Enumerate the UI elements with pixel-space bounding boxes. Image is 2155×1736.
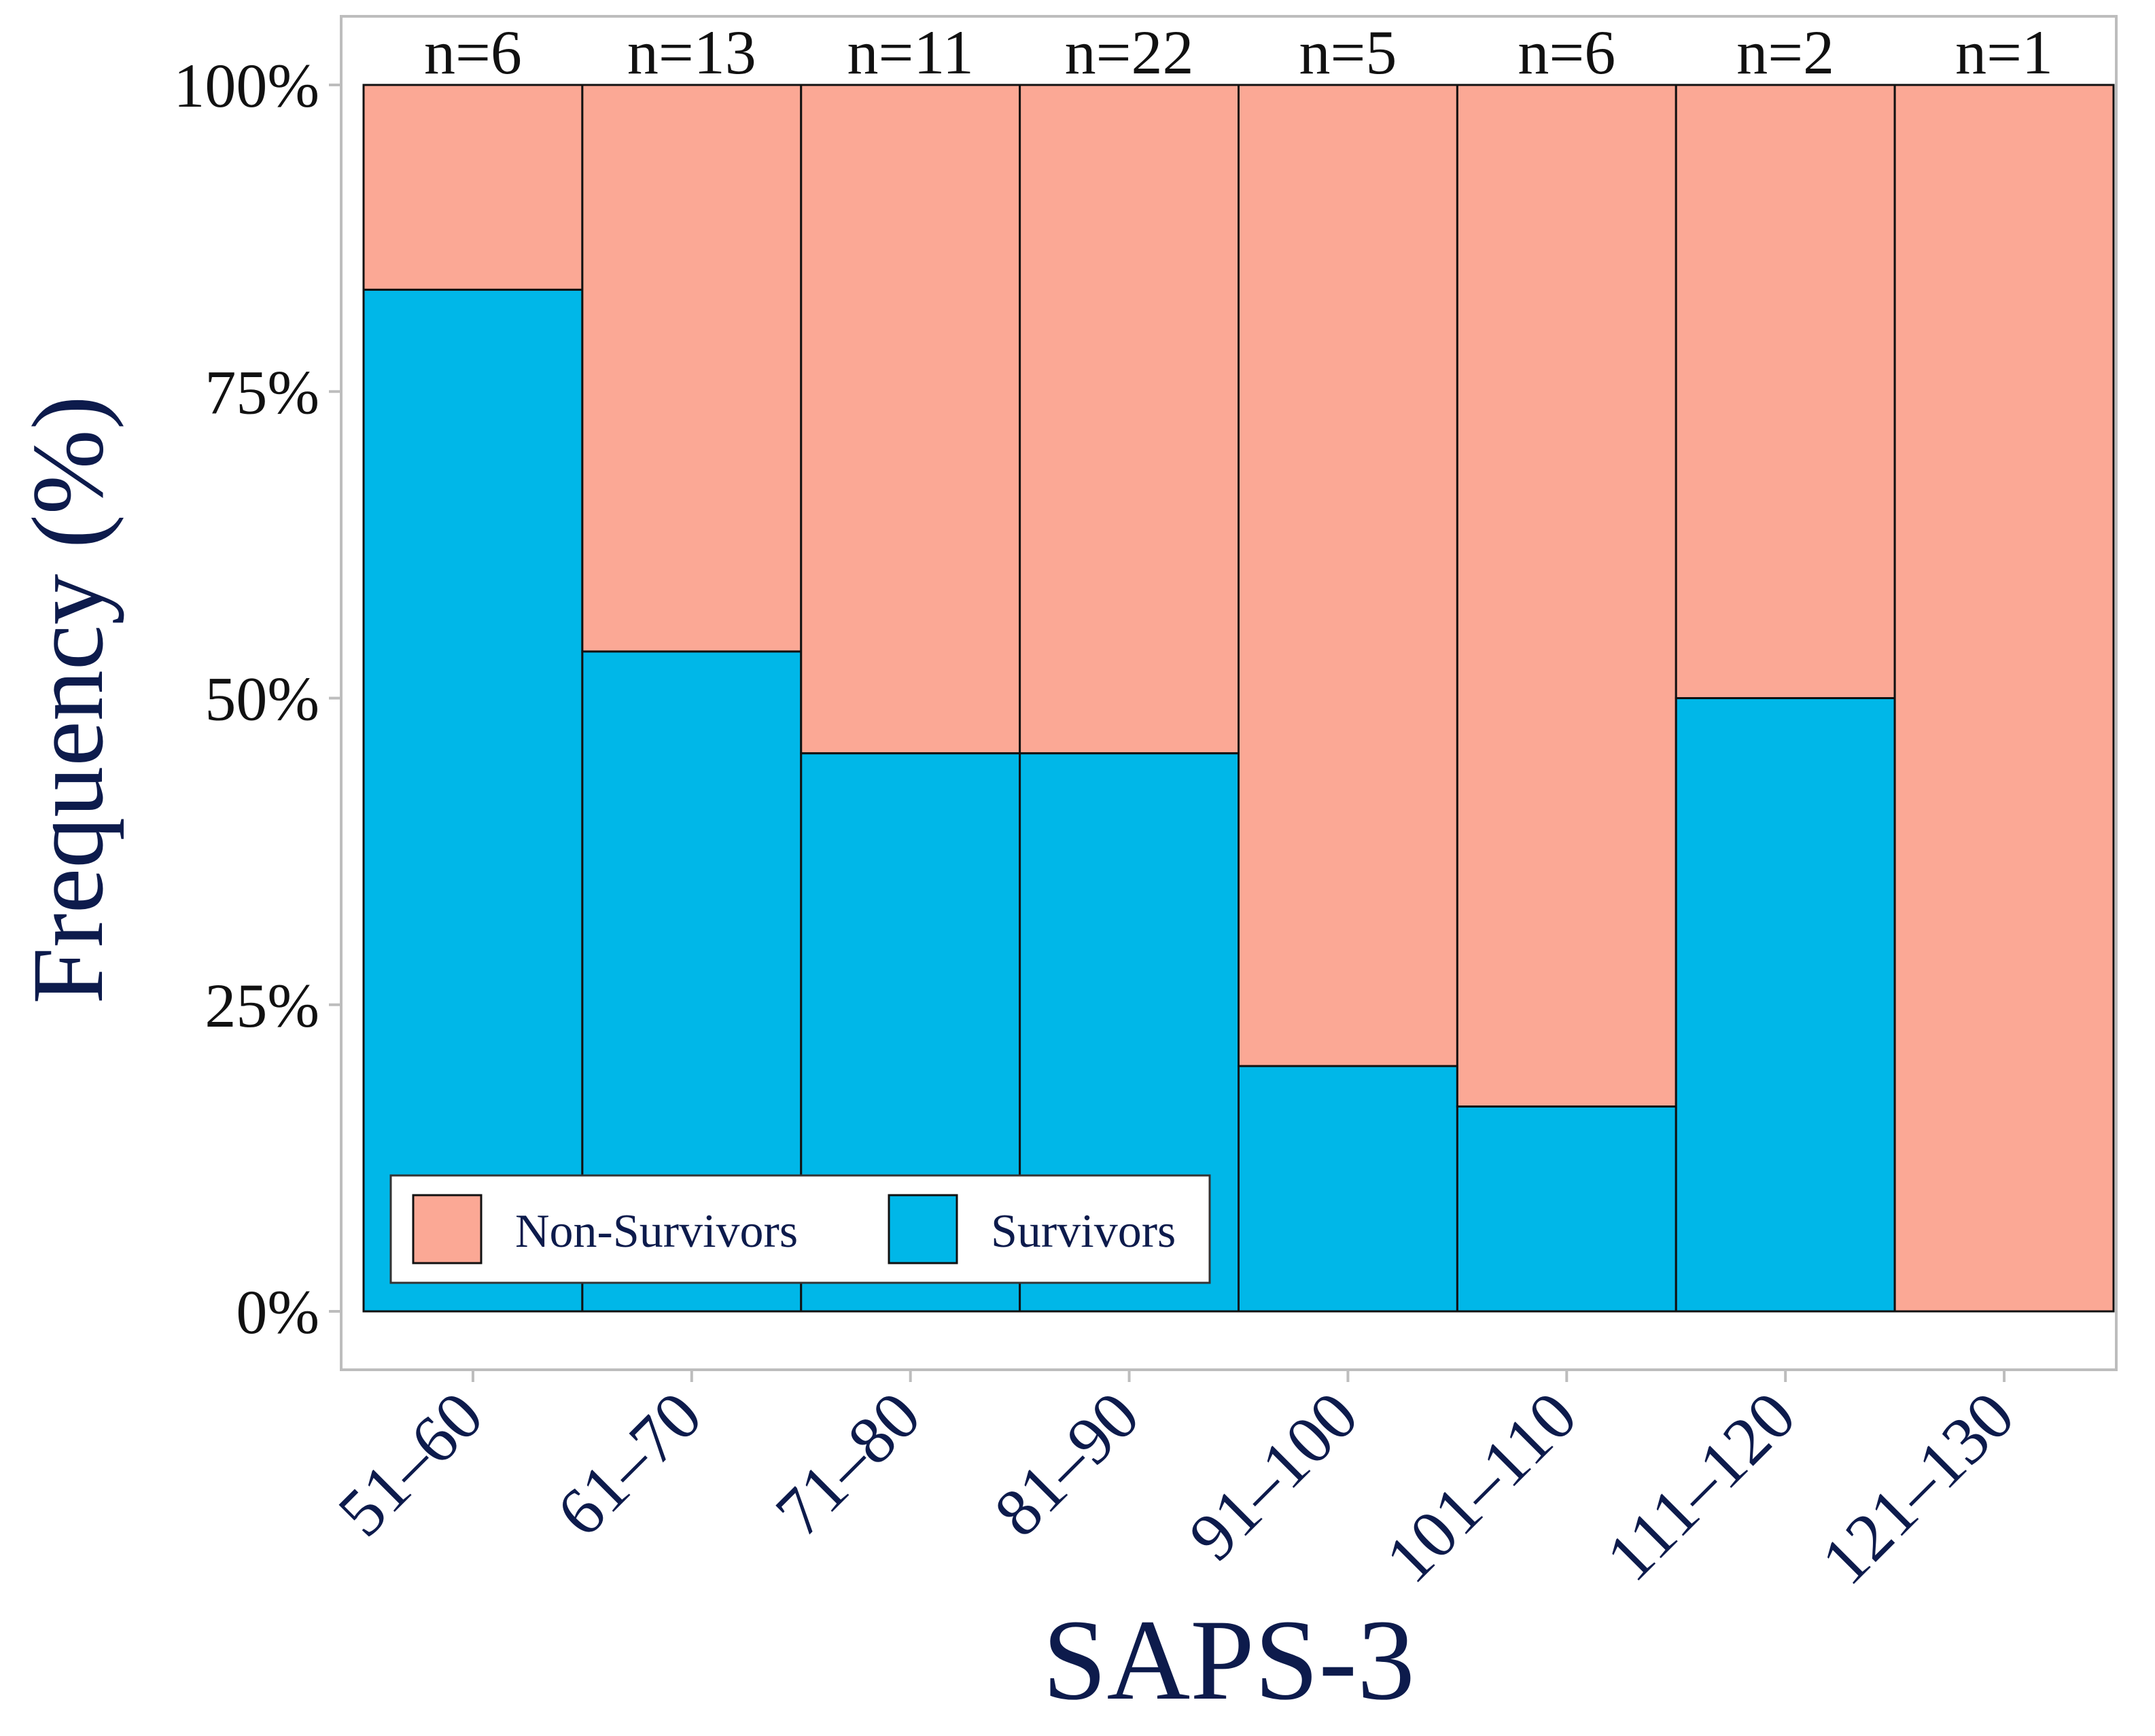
x-tick-label: 101–110: [1371, 1377, 1591, 1597]
bar-non-survivors: [1456, 84, 1677, 1108]
bar-survivors: [1456, 1105, 1677, 1313]
bar-survivors: [362, 288, 584, 1313]
count-label: n=6: [1518, 18, 1615, 87]
bar-non-survivors: [1893, 84, 2115, 1313]
count-label: n=5: [1299, 18, 1397, 87]
x-axis-label: SAPS-3: [1043, 1596, 1415, 1724]
y-tick-label: 25%: [205, 971, 319, 1040]
x-tick-label: 51–60: [323, 1377, 497, 1551]
bar-non-survivors: [800, 84, 1021, 755]
bar-non-survivors: [581, 84, 803, 653]
x-tick-label: 61–70: [542, 1377, 716, 1551]
legend-label: Survivors: [991, 1205, 1176, 1258]
y-axis-ticks: 0% 25% 50% 75% 100%: [173, 51, 341, 1347]
count-label: n=1: [1955, 18, 2053, 87]
count-label: n=6: [424, 18, 522, 87]
x-tick-label: 111–120: [1592, 1377, 1810, 1595]
bar-non-survivors: [362, 84, 584, 291]
x-tick-label: 81–90: [980, 1377, 1153, 1551]
y-axis-label: Frequency (%): [12, 395, 124, 1004]
legend-swatch: [888, 1194, 958, 1264]
legend-box: [389, 1174, 1211, 1284]
bar-non-survivors: [1019, 84, 1240, 755]
legend-label: Non-Survivors: [515, 1205, 798, 1258]
x-tick-label: 91–100: [1174, 1377, 1372, 1575]
y-tick-label: 100%: [173, 51, 319, 120]
y-tick-label: 0%: [236, 1277, 319, 1347]
x-tick-label: 71–80: [761, 1377, 934, 1551]
legend: Non-Survivors Survivors: [389, 1174, 1211, 1284]
count-label: n=2: [1736, 18, 1834, 87]
x-tick-label: 121–130: [1807, 1377, 2029, 1599]
bars-group: [362, 84, 2115, 1313]
bar-non-survivors: [1238, 84, 1458, 1067]
bar-survivors: [1675, 697, 1896, 1313]
count-label: n=11: [847, 18, 973, 87]
count-label: n=22: [1065, 18, 1194, 87]
bar-non-survivors: [1675, 84, 1896, 699]
count-label: n=13: [627, 18, 756, 87]
bar-survivors: [1238, 1065, 1458, 1313]
y-tick-label: 50%: [205, 665, 319, 734]
count-labels-group: n=6 n=13 n=11 n=22 n=5 n=6 n=2 n=1: [424, 18, 2053, 87]
y-tick-label: 75%: [205, 357, 319, 427]
legend-swatch: [412, 1194, 483, 1264]
